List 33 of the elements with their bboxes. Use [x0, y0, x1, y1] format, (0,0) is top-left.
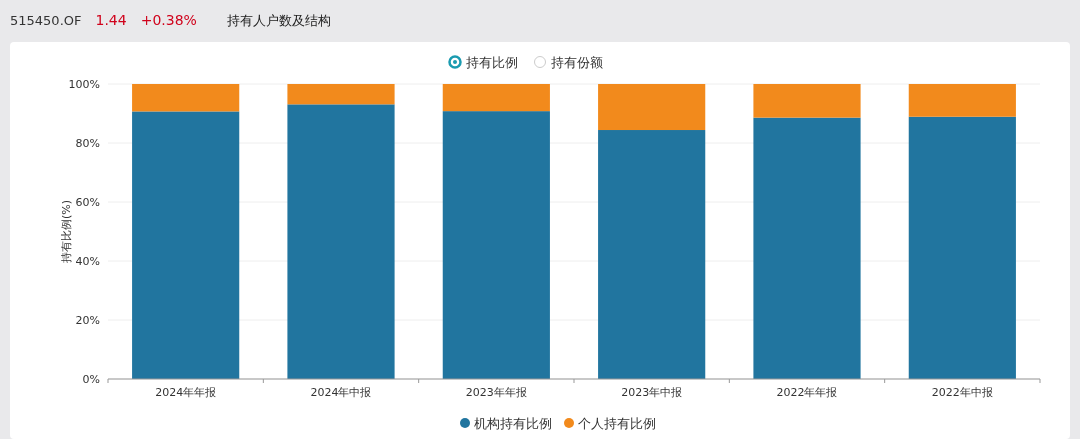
chart-title: 持有人户数及结构: [226, 13, 331, 28]
bar: [908, 84, 1016, 117]
bar: [287, 104, 395, 379]
text: 持有比例: [466, 55, 518, 70]
y-tick-label: 100%: [68, 78, 100, 91]
bar: [442, 84, 550, 112]
bar: [598, 130, 706, 379]
x-tick-label: 2022年中报: [931, 386, 993, 399]
y-tick-label: 80%: [75, 137, 100, 150]
x-tick-label: 2023年年报: [465, 386, 527, 399]
text: 持有份额: [551, 55, 603, 70]
y-axis-title: 持有比例(%): [60, 199, 73, 264]
bar: [132, 111, 240, 379]
y-tick-label: 40%: [75, 255, 100, 268]
bar: [908, 116, 1016, 379]
x-tick-label: 2024年中报: [310, 386, 372, 399]
y-tick-label: 60%: [75, 196, 100, 209]
y-tick-label: 20%: [75, 314, 100, 327]
text: 1.44: [95, 12, 127, 28]
legend-label: 机构持有比例: [474, 416, 552, 431]
x-tick-label: 2023年中报: [621, 386, 683, 399]
bar: [753, 117, 861, 379]
x-tick-label: 2022年年报: [776, 386, 838, 399]
text: +0.38%: [140, 12, 197, 28]
bar: [442, 111, 550, 379]
chart-subtitle: 515450.OF: [10, 13, 82, 28]
bar: [287, 84, 395, 105]
bar: [598, 84, 706, 131]
legend-label: 个人持有比例: [578, 416, 656, 431]
bar: [753, 84, 861, 118]
y-tick-label: 0%: [82, 373, 100, 386]
x-tick-label: 2024年年报: [155, 386, 217, 399]
bar: [132, 84, 240, 112]
